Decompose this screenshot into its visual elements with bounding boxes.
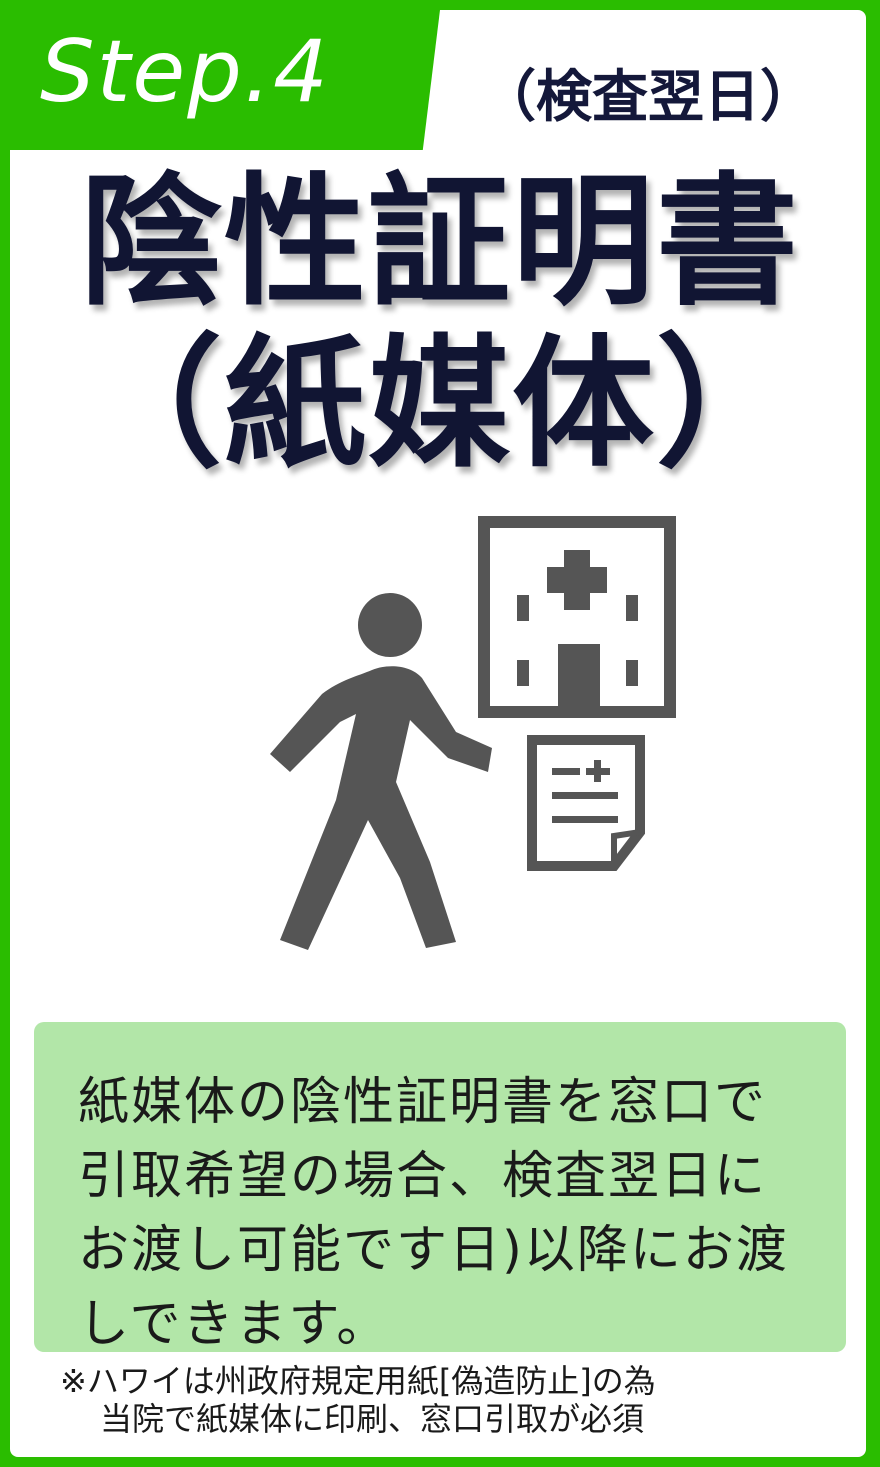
step-label: Step.4 [40,22,330,122]
step-timing: （検査翌日） [480,65,816,130]
footnote-line1: ※ハワイは州政府規定用紙[偽造防止]の為 [60,1362,656,1400]
page-title-line2: （紙媒体） [80,322,800,487]
footnote-line2: 当院で紙媒体に印刷、窓口引取が必須 [100,1400,645,1438]
walking-person-icon [270,593,492,950]
illustration [260,510,690,960]
info-box: 紙媒体の陰性証明書を窓口で引取希望の場合、検査翌日にお渡し可能です日)以降にお渡… [34,1022,846,1354]
info-text: 紙媒体の陰性証明書を窓口で引取希望の場合、検査翌日にお渡し可能です日)以降にお渡… [78,1073,789,1354]
hospital-building-icon [478,516,676,718]
step-badge [10,10,440,150]
footnote: ※ハワイは州政府規定用紙[偽造防止]の為 当院で紙媒体に印刷、窓口引取が必須 [60,1362,820,1438]
page-title-line1: 陰性証明書 [80,160,800,325]
document-icon [527,735,645,871]
